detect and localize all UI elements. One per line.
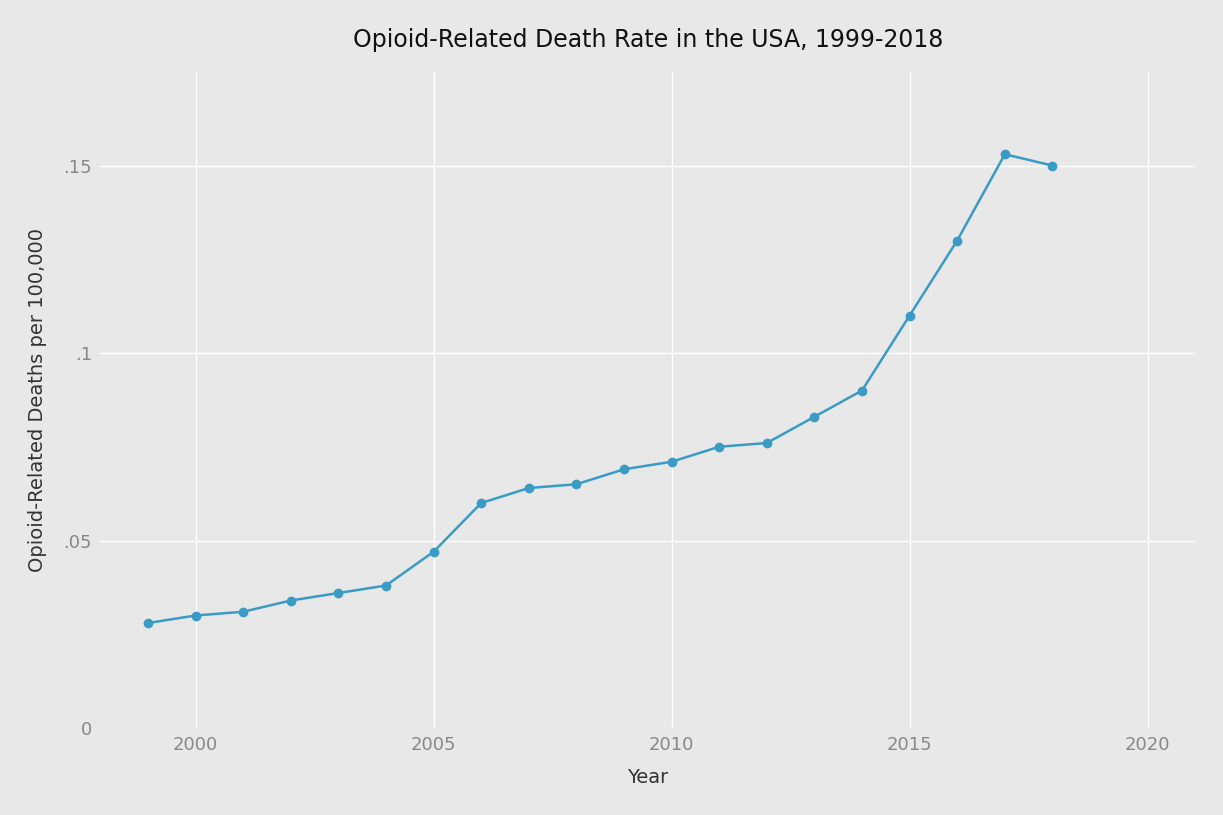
Y-axis label: Opioid-Related Deaths per 100,000: Opioid-Related Deaths per 100,000 — [28, 228, 46, 572]
X-axis label: Year: Year — [627, 769, 669, 787]
Title: Opioid-Related Death Rate in the USA, 1999-2018: Opioid-Related Death Rate in the USA, 19… — [352, 28, 943, 52]
